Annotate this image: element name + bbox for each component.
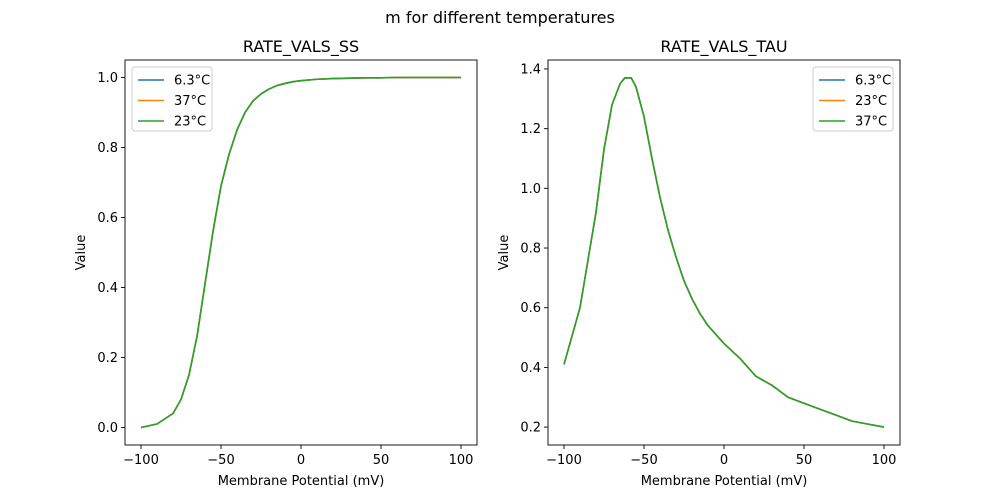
legend-label: 37°C: [855, 115, 887, 130]
figure-suptitle: m for different temperatures: [385, 8, 615, 27]
y-tick-label: 0.6: [520, 301, 541, 316]
legend-label: 23°C: [174, 115, 206, 130]
plot-title: RATE_VALS_SS: [243, 37, 359, 57]
x-axis-title: Membrane Potential (mV): [641, 474, 808, 489]
legend-label: 6.3°C: [174, 74, 210, 89]
x-tick-label: 0: [720, 453, 728, 468]
y-axis-title: Value: [74, 235, 89, 271]
x-tick-label: −50: [207, 453, 234, 468]
legend-label: 23°C: [855, 94, 887, 109]
y-tick-label: 1.0: [97, 71, 118, 86]
x-tick-label: 50: [373, 453, 390, 468]
x-tick-label: −100: [123, 453, 159, 468]
legend-box: [812, 66, 894, 132]
x-axis-title: Membrane Potential (mV): [218, 474, 385, 489]
y-tick-label: 0.4: [520, 361, 541, 376]
series-line-2: [563, 77, 885, 428]
legend-label: 37°C: [174, 94, 206, 109]
chart-rate-vals-ss: RATE_VALS_SS −100 −50 0 50 100 0.0 0.2 0.4 0.6 0.8…: [74, 37, 478, 489]
x-tick-label: −50: [630, 453, 657, 468]
y-tick-label: 0.4: [97, 281, 118, 296]
y-tick-label: 0.6: [97, 211, 118, 226]
y-tick-label: 0.2: [520, 421, 541, 436]
x-tick-label: 100: [449, 453, 474, 468]
x-tick-label: −100: [546, 453, 582, 468]
y-tick-label: 1.4: [520, 62, 541, 77]
x-tick-label: 50: [796, 453, 813, 468]
x-tick-label: 100: [872, 453, 897, 468]
legend-box: [131, 66, 213, 132]
y-tick-label: 0.8: [520, 242, 541, 257]
legend-label: 6.3°C: [855, 74, 891, 89]
y-tick-label: 1.2: [520, 122, 541, 137]
y-tick-label: 0.2: [97, 351, 118, 366]
y-tick-label: 0.8: [97, 141, 118, 156]
y-tick-label: 0.0: [97, 421, 118, 436]
y-tick-label: 1.0: [520, 182, 541, 197]
series-line-2: [140, 76, 461, 429]
x-tick-label: 0: [297, 453, 305, 468]
plot-title: RATE_VALS_TAU: [660, 37, 787, 57]
chart-rate-vals-tau: RATE_VALS_TAU −100 −50 0 50 100 0.2 0.4 0.6 0.8 1.…: [497, 37, 901, 489]
y-axis-title: Value: [497, 235, 512, 271]
